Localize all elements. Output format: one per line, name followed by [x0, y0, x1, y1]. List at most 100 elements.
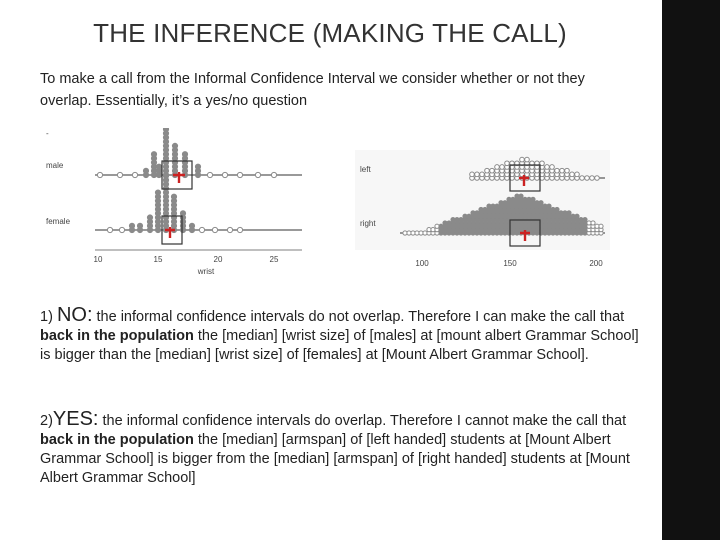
right-median-marker [520, 230, 530, 241]
data-dot [539, 160, 545, 167]
conclusion-no: 1) NO: the informal confidence intervals… [40, 304, 640, 365]
data-dot [181, 151, 189, 158]
verdict-no: NO: [56, 304, 93, 326]
data-dot [136, 222, 144, 229]
tick-100: 100 [415, 259, 429, 268]
data-dot [574, 213, 580, 219]
conclusion-text-1: the informal confidence intervals do ove… [98, 413, 627, 429]
data-dot [479, 171, 485, 178]
row-label-male: male [46, 161, 64, 170]
armspan-dot-plot: left right 100 150 200 [355, 150, 610, 268]
data-dot [162, 172, 170, 180]
conclusion-yes: 2)YES: the informal confidence intervals… [40, 408, 640, 488]
data-dot [146, 214, 154, 221]
dark-side-panel [662, 0, 720, 540]
data-dot [566, 210, 572, 216]
data-dot [118, 226, 126, 234]
data-dot [206, 171, 214, 179]
data-dot [524, 156, 530, 163]
male-ci-box [161, 160, 193, 190]
data-dot [170, 193, 178, 200]
data-dot [211, 226, 219, 234]
row-label-right: right [360, 219, 376, 228]
female-median-marker [165, 227, 175, 238]
data-dot [179, 210, 187, 217]
female-ci-box [161, 215, 183, 245]
data-dot [574, 171, 580, 178]
data-dot [598, 223, 604, 229]
data-dot [579, 175, 585, 181]
data-dot [474, 171, 480, 178]
tick-15: 15 [154, 255, 163, 264]
data-dot [582, 216, 588, 223]
data-dot [589, 175, 595, 181]
wrist-dot-plot: - male female 10 15 20 25 wrist [46, 126, 302, 276]
data-dot [594, 175, 600, 181]
left-median-marker [519, 175, 529, 186]
data-dot [569, 171, 575, 178]
data-dot [116, 171, 124, 179]
data-dot [530, 196, 536, 203]
data-dot [564, 167, 570, 174]
tick-10: 10 [94, 255, 103, 264]
data-dot [131, 171, 139, 179]
data-dot [150, 151, 158, 158]
row-label-left: left [360, 165, 371, 174]
data-dot [171, 142, 179, 149]
data-dot [254, 171, 262, 179]
data-dot [236, 226, 244, 234]
data-dot [226, 226, 234, 234]
armspan-dots [402, 156, 604, 236]
data-dot [96, 171, 104, 179]
conclusion-number: 2) [40, 413, 53, 429]
intro-text: To make a call from the Informal Confide… [40, 71, 585, 109]
tick-200: 200 [589, 259, 603, 268]
dot-plots-svg: - male female 10 15 20 25 wrist left rig… [46, 126, 610, 276]
conclusion-text-2: the [median] [wrist size] of [males] at … [40, 328, 639, 363]
data-dot [154, 189, 162, 196]
data-dot [499, 164, 505, 170]
data-dot [236, 171, 244, 179]
tick-150: 150 [503, 259, 517, 268]
data-dot [221, 171, 229, 179]
data-dot [489, 167, 495, 174]
data-dot [559, 167, 565, 174]
data-dot [549, 164, 555, 170]
data-dot [544, 164, 550, 170]
data-dot [494, 164, 500, 170]
x-axis-label: wrist [197, 267, 215, 276]
data-dot [198, 226, 206, 234]
data-dot [469, 171, 475, 178]
tick-20: 20 [214, 255, 223, 264]
data-dot [504, 160, 510, 167]
conclusion-text-1: the informal confidence intervals do not… [92, 309, 625, 325]
conclusion-emphasis: back in the population [40, 328, 194, 344]
conclusion-text-2: the [median] [armspan] of [left handed] … [40, 432, 630, 486]
row-label-female: female [46, 217, 71, 226]
conclusion-emphasis: back in the population [40, 432, 194, 448]
data-dot [194, 163, 202, 170]
right-ci-box [509, 219, 541, 247]
male-median-marker [173, 172, 185, 183]
data-dot [546, 203, 552, 209]
wrist-dots [96, 126, 278, 234]
data-dot [162, 126, 170, 133]
data-dot [554, 206, 560, 213]
data-dot [484, 167, 490, 174]
data-dot [538, 200, 544, 206]
data-dot [518, 193, 524, 199]
data-dot [270, 171, 278, 179]
data-dot [554, 167, 560, 174]
dot-plot-images: - male female 10 15 20 25 wrist left rig… [40, 126, 630, 283]
svg-text:-: - [46, 129, 49, 138]
data-dot [188, 222, 196, 229]
slide-title: THE INFERENCE (MAKING THE CALL) [93, 18, 567, 48]
data-dot [142, 167, 150, 174]
data-dot [128, 222, 136, 229]
verdict-yes: YES: [52, 408, 99, 430]
data-dot [584, 175, 590, 181]
data-dot [590, 220, 596, 226]
data-dot [106, 226, 114, 234]
data-dot [155, 163, 163, 170]
tick-25: 25 [270, 255, 279, 264]
